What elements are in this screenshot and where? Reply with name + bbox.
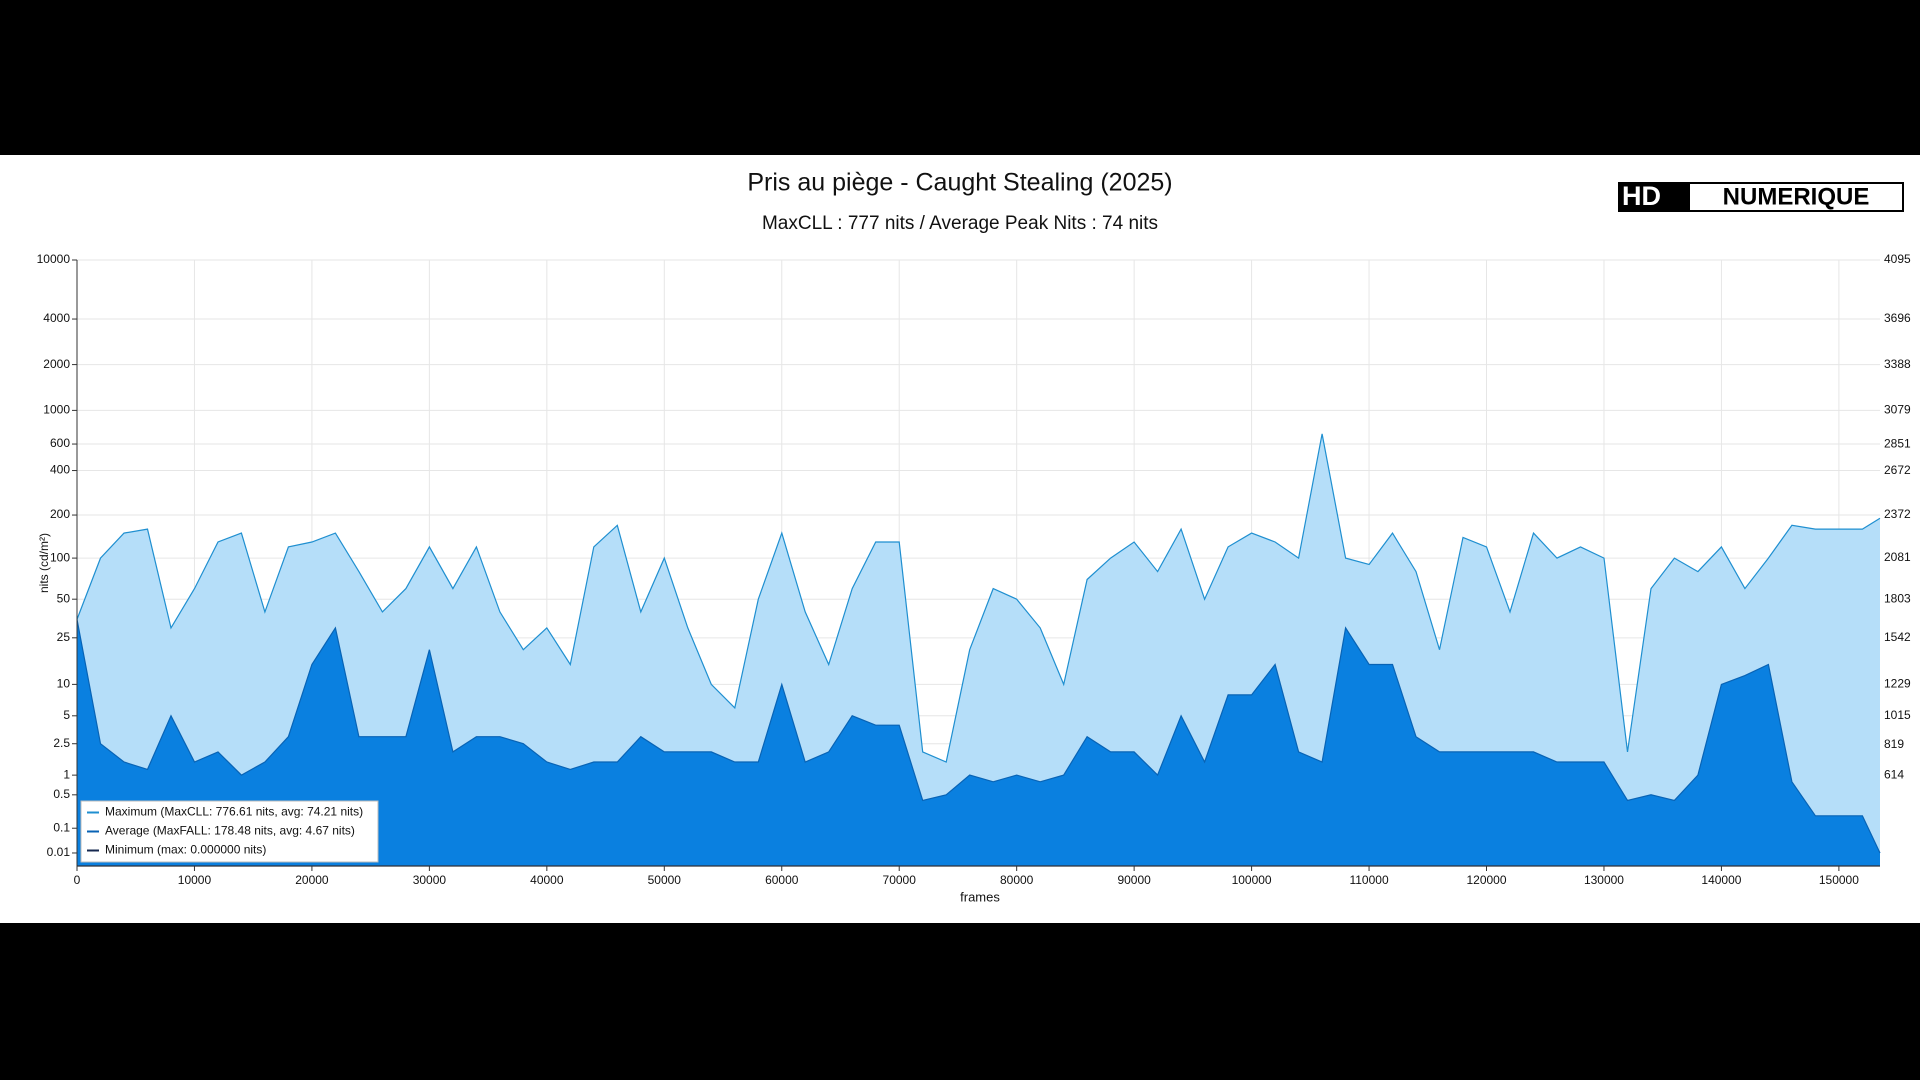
y-tick-label: 1 bbox=[63, 767, 70, 781]
y2-tick-label: 3696 bbox=[1884, 311, 1911, 325]
y2-tick-label: 3388 bbox=[1884, 357, 1911, 371]
series-line bbox=[76, 619, 1881, 854]
x-tick-label: 120000 bbox=[1466, 873, 1506, 887]
y2-tick-label: 1803 bbox=[1884, 591, 1911, 605]
y-tick-label: 2000 bbox=[43, 357, 70, 371]
legend-label: Minimum (max: 0.000000 nits) bbox=[105, 843, 266, 857]
x-tick-label: 10000 bbox=[178, 873, 212, 887]
chart-subtitle: MaxCLL : 777 nits / Average Peak Nits : … bbox=[762, 213, 1158, 234]
y2-tick-label: 2372 bbox=[1884, 507, 1911, 521]
x-tick-label: 100000 bbox=[1232, 873, 1272, 887]
x-tick-label: 70000 bbox=[883, 873, 917, 887]
x-tick-label: 90000 bbox=[1117, 873, 1151, 887]
y2-tick-label: 1542 bbox=[1884, 630, 1911, 644]
x-tick-label: 140000 bbox=[1701, 873, 1741, 887]
y2-tick-label: 3079 bbox=[1884, 403, 1911, 417]
x-tick-label: 40000 bbox=[530, 873, 564, 887]
y-axis-label: nits (cd/m²) bbox=[37, 533, 51, 593]
legend-box bbox=[80, 800, 379, 863]
y2-tick-label: 1015 bbox=[1884, 708, 1911, 722]
logo: HD NUMERIQUE bbox=[1618, 181, 1904, 212]
x-tick-label: 150000 bbox=[1819, 873, 1859, 887]
y2-tick-label: 819 bbox=[1884, 737, 1904, 751]
y2-tick-label: 614 bbox=[1884, 767, 1904, 781]
x-tick-label: 0 bbox=[74, 873, 81, 887]
y-tick-label: 400 bbox=[50, 463, 70, 477]
y-tick-label: 200 bbox=[50, 507, 70, 521]
legend: Maximum (MaxCLL: 776.61 nits, avg: 74.21… bbox=[80, 800, 379, 863]
logo-text: HD bbox=[1622, 181, 1661, 211]
x-tick-label: 20000 bbox=[295, 873, 329, 887]
x-tick-label: 30000 bbox=[413, 873, 447, 887]
y-tick-label: 25 bbox=[57, 630, 71, 644]
y2-tick-label: 4095 bbox=[1884, 252, 1911, 266]
y-tick-label: 0.1 bbox=[53, 820, 70, 834]
legend-label: Maximum (MaxCLL: 776.61 nits, avg: 74.21… bbox=[105, 805, 363, 819]
y-tick-label: 10000 bbox=[37, 252, 71, 266]
y2-tick-label: 2672 bbox=[1884, 463, 1911, 477]
y2-tick-label: 1229 bbox=[1884, 676, 1911, 690]
y-tick-label: 600 bbox=[50, 436, 70, 450]
y-tick-label: 50 bbox=[57, 591, 71, 605]
y-tick-label: 100 bbox=[50, 550, 70, 564]
x-tick-label: 80000 bbox=[1000, 873, 1034, 887]
y-tick-label: 1000 bbox=[43, 403, 70, 417]
y-tick-label: 5 bbox=[63, 708, 70, 722]
y2-tick-label: 2851 bbox=[1884, 436, 1911, 450]
x-tick-label: 60000 bbox=[765, 873, 799, 887]
series-line bbox=[76, 433, 1881, 763]
y-tick-label: 0.5 bbox=[53, 787, 70, 801]
y-tick-label: 4000 bbox=[43, 311, 70, 325]
x-tick-label: 110000 bbox=[1349, 873, 1388, 887]
x-tick-label: 130000 bbox=[1584, 873, 1624, 887]
logo-text: NUMERIQUE bbox=[1723, 183, 1870, 210]
x-axis-label: frames bbox=[960, 889, 1000, 904]
y-tick-label: 10 bbox=[57, 677, 71, 691]
y-tick-label: 2.5 bbox=[53, 736, 70, 750]
logo-band bbox=[1690, 184, 1902, 210]
series-area bbox=[77, 619, 1880, 866]
y-tick-label: 0.01 bbox=[47, 845, 71, 859]
legend-label: Average (MaxFALL: 178.48 nits, avg: 4.67… bbox=[105, 824, 355, 838]
y2-tick-label: 2081 bbox=[1884, 550, 1911, 564]
x-tick-label: 50000 bbox=[648, 873, 682, 887]
chart-title: Pris au piège - Caught Stealing (2025) bbox=[747, 169, 1172, 197]
